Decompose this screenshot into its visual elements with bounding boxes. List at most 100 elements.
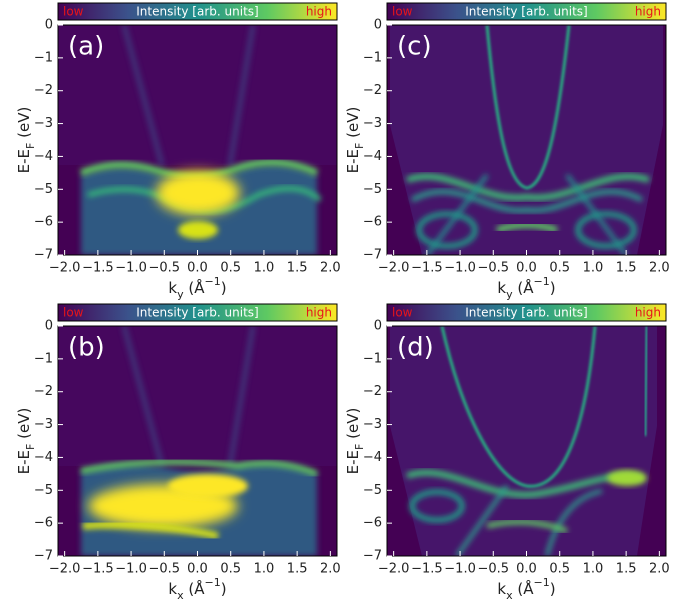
y-tick-label: −3: [363, 116, 382, 131]
panel: low Intensity [arb. units] high (d) −7 −6 −5 −4…: [344, 303, 670, 602]
x-tick-label: −1.5: [82, 562, 114, 577]
y-axis-label-part: E-E: [344, 450, 362, 474]
x-axis-label-part: (Å: [184, 579, 206, 598]
y-tick-label: 0: [45, 319, 53, 334]
x-tick-label: 1.5: [287, 261, 308, 276]
y-tick-label: −2: [34, 384, 53, 399]
colorbar-low: low: [63, 5, 84, 19]
y-tick-label: 0: [45, 18, 53, 33]
y-tick-label: −5: [363, 483, 382, 498]
colorbar-low: low: [392, 5, 413, 19]
y-axis-label-part: E-E: [15, 450, 33, 474]
colorbar-high: high: [635, 5, 661, 19]
colorbar-high: high: [635, 306, 661, 320]
x-tick-label: −0.5: [477, 562, 509, 577]
x-axis-label-part: −1: [205, 275, 221, 288]
x-tick-label: −1.5: [411, 562, 443, 577]
x-axis-label-part: −1: [534, 275, 550, 288]
x-axis-label-part: (Å: [513, 579, 535, 598]
panel: low Intensity [arb. units] high (b) −7 −6 −5 −4…: [15, 303, 341, 602]
y-axis-label-part: (eV): [344, 408, 362, 444]
y-tick-label: 0: [374, 319, 382, 334]
x-tick-label: 0.0: [516, 261, 537, 276]
x-axis-label: kx (Å−1): [497, 576, 555, 602]
colorbar-label: Intensity [arb. units]: [465, 5, 587, 19]
x-tick-label: 1.0: [583, 562, 604, 577]
x-tick-label: −1.5: [82, 261, 114, 276]
y-axis-label-part: (eV): [15, 408, 33, 444]
y-tick-label: −6: [34, 215, 53, 230]
x-axis-label: ky (Å−1): [497, 275, 555, 301]
y-axis-label: E-EF (eV): [344, 107, 366, 174]
x-axis-label-part: −1: [205, 576, 221, 589]
y-tick-label: −6: [363, 516, 382, 531]
x-tick-label: 0.5: [549, 562, 570, 577]
y-axis-label-part: F: [24, 143, 37, 149]
colorbar-label: Intensity [arb. units]: [136, 306, 258, 320]
x-tick-label: 0.5: [220, 261, 241, 276]
y-tick-label: −6: [34, 516, 53, 531]
x-tick-label: 1.0: [583, 261, 604, 276]
x-axis-label-part: (Å: [513, 278, 535, 297]
y-tick-label: −1: [34, 351, 53, 366]
y-tick-label: −4: [34, 450, 53, 465]
x-tick-label: 1.0: [254, 562, 275, 577]
colorbar-high: high: [306, 5, 332, 19]
x-tick-label: −2.0: [49, 261, 81, 276]
y-tick-label: −2: [34, 83, 53, 98]
colorbar-low: low: [63, 306, 84, 320]
x-tick-label: −1.0: [444, 261, 476, 276]
panel-label: (d): [397, 333, 434, 363]
x-tick-label: −0.5: [148, 261, 180, 276]
x-axis-label: ky (Å−1): [168, 275, 226, 301]
panel-label: (b): [68, 333, 105, 363]
x-tick-label: −2.0: [49, 562, 81, 577]
colorbar-low: low: [392, 306, 413, 320]
x-axis-label-part: x: [177, 589, 184, 602]
y-tick-label: −3: [34, 417, 53, 432]
y-tick-label: −4: [363, 149, 382, 164]
y-axis-label: E-EF (eV): [15, 408, 37, 475]
x-axis-label-part: y: [177, 288, 184, 301]
x-axis-label: kx (Å−1): [168, 576, 226, 602]
panel: low Intensity [arb. units] high (c) −7 −6 −5 −4…: [344, 2, 670, 301]
y-axis-label: E-EF (eV): [344, 408, 366, 475]
y-tick-label: −2: [363, 384, 382, 399]
y-tick-label: 0: [374, 18, 382, 33]
x-tick-label: −1.0: [115, 562, 147, 577]
x-tick-label: −1.0: [444, 562, 476, 577]
x-tick-label: 2.0: [649, 261, 670, 276]
x-axis-label-part: x: [506, 589, 513, 602]
colorbar-high: high: [306, 306, 332, 320]
colorbar-label: Intensity [arb. units]: [465, 306, 587, 320]
x-tick-label: 1.5: [287, 562, 308, 577]
x-tick-label: 0.5: [549, 261, 570, 276]
x-axis-label-part: −1: [534, 576, 550, 589]
panel-label: (a): [68, 32, 104, 62]
x-tick-label: −2.0: [378, 261, 410, 276]
x-tick-label: 0.0: [187, 562, 208, 577]
y-tick-label: −4: [34, 149, 53, 164]
x-axis-label-part: ): [221, 279, 227, 297]
x-axis-label-part: k: [497, 580, 506, 598]
x-axis-label-part: (Å: [184, 278, 206, 297]
x-tick-label: 1.0: [254, 261, 275, 276]
x-tick-label: 1.5: [616, 562, 637, 577]
colorbar: [57, 303, 338, 322]
x-axis-label-part: y: [506, 288, 513, 301]
colorbar: [57, 2, 338, 21]
y-axis-label-part: (eV): [344, 107, 362, 143]
y-tick-label: −7: [363, 248, 382, 263]
y-tick-label: −7: [34, 248, 53, 263]
y-tick-label: −6: [363, 215, 382, 230]
x-tick-label: 0.0: [516, 562, 537, 577]
y-axis-label-part: F: [353, 143, 366, 149]
colorbar: [386, 2, 667, 21]
y-tick-label: −4: [363, 450, 382, 465]
x-tick-label: 1.5: [616, 261, 637, 276]
y-tick-label: −2: [363, 83, 382, 98]
y-tick-label: −1: [363, 50, 382, 65]
y-tick-label: −5: [363, 182, 382, 197]
y-axis-label-part: (eV): [15, 107, 33, 143]
